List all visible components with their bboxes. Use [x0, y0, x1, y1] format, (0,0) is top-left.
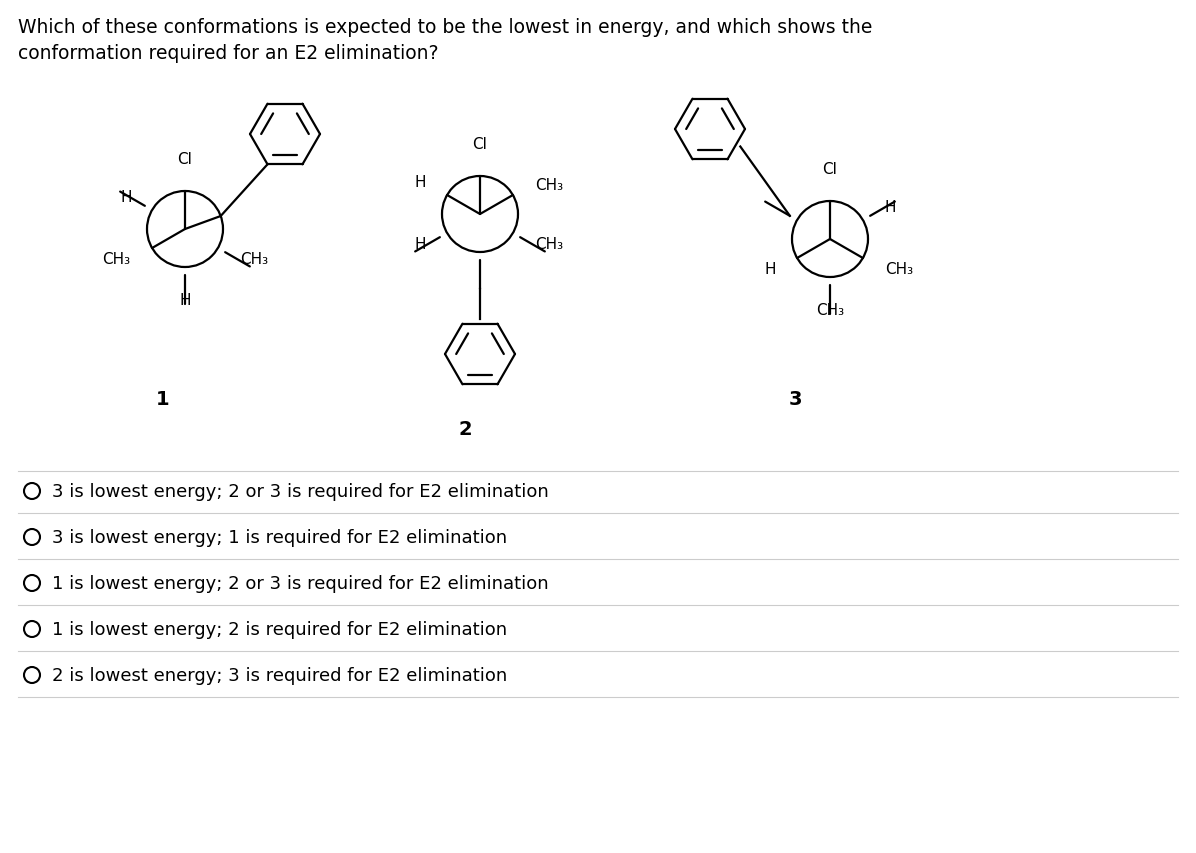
Text: Which of these conformations is expected to be the lowest in energy, and which s: Which of these conformations is expected… — [18, 18, 872, 37]
Text: H: H — [179, 293, 190, 308]
Text: 3: 3 — [788, 390, 801, 409]
Text: H: H — [415, 236, 426, 252]
Text: 1: 1 — [157, 390, 170, 409]
Text: CH₃: CH₃ — [535, 177, 563, 193]
Text: 2: 2 — [458, 420, 471, 438]
Text: CH₃: CH₃ — [816, 303, 844, 317]
Text: CH₃: CH₃ — [535, 236, 563, 252]
Text: 2 is lowest energy; 3 is required for E2 elimination: 2 is lowest energy; 3 is required for E2… — [51, 666, 507, 684]
Text: H: H — [884, 200, 896, 215]
Text: 1 is lowest energy; 2 is required for E2 elimination: 1 is lowest energy; 2 is required for E2… — [51, 620, 507, 638]
Text: Cl: Cl — [823, 162, 837, 177]
Text: H: H — [121, 190, 132, 205]
Text: CH₃: CH₃ — [885, 262, 913, 276]
Text: Cl: Cl — [472, 137, 488, 152]
Text: Cl: Cl — [177, 152, 193, 167]
Text: CH₃: CH₃ — [102, 252, 130, 267]
Text: H: H — [764, 262, 776, 276]
Text: 3 is lowest energy; 2 or 3 is required for E2 elimination: 3 is lowest energy; 2 or 3 is required f… — [51, 483, 549, 501]
Text: 1 is lowest energy; 2 or 3 is required for E2 elimination: 1 is lowest energy; 2 or 3 is required f… — [51, 574, 549, 592]
Text: H: H — [415, 175, 426, 190]
Text: conformation required for an E2 elimination?: conformation required for an E2 eliminat… — [18, 44, 439, 63]
Text: 3 is lowest energy; 1 is required for E2 elimination: 3 is lowest energy; 1 is required for E2… — [51, 528, 507, 547]
Text: CH₃: CH₃ — [240, 252, 268, 267]
